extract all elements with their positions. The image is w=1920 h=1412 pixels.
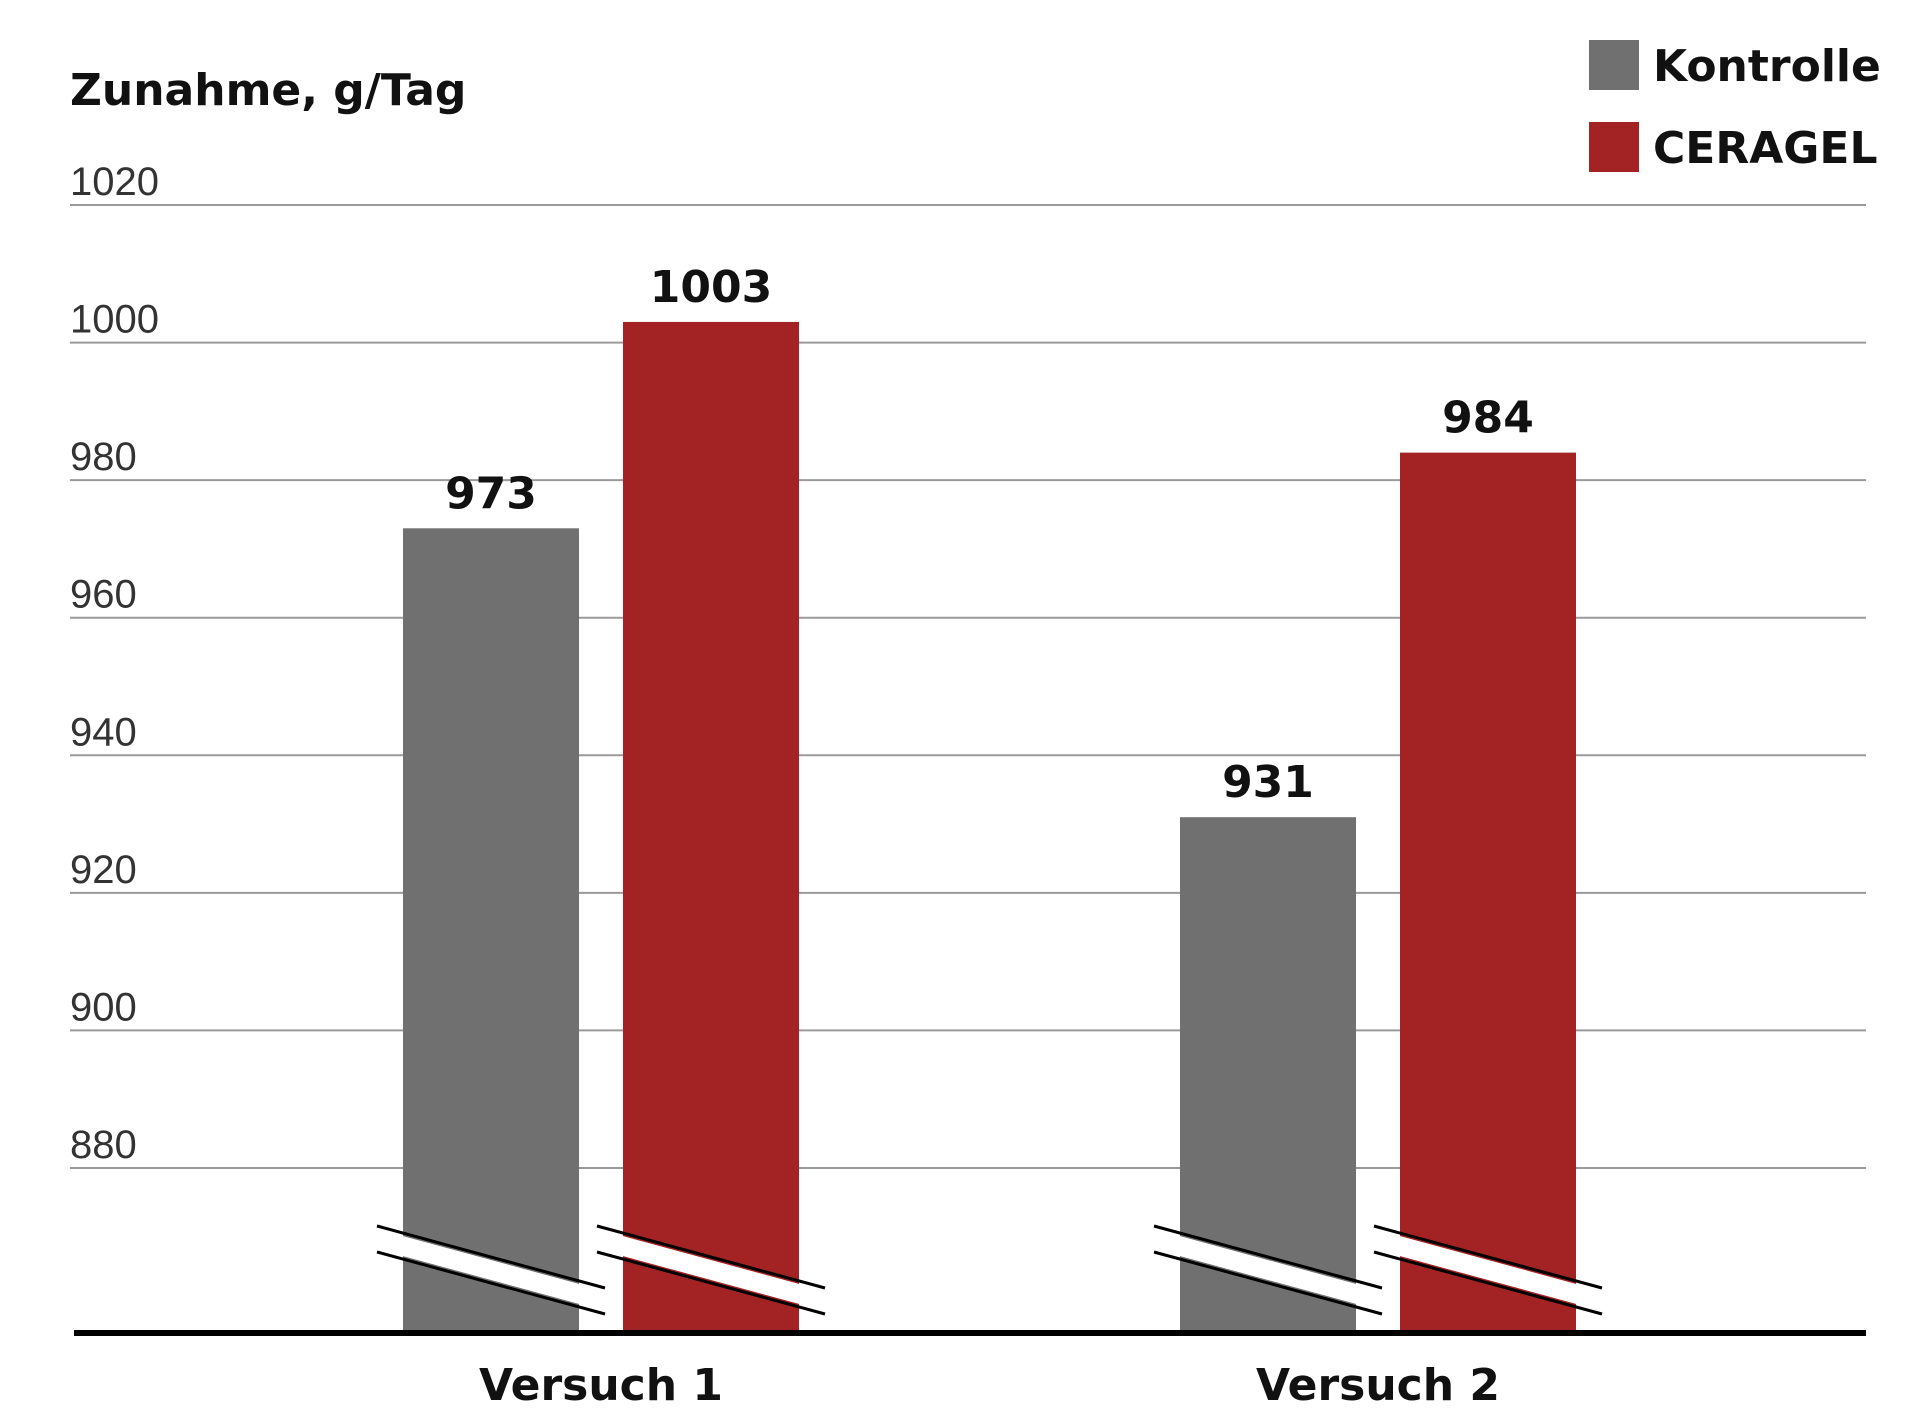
y-tick-label: 1020 [70, 160, 159, 204]
y-tick-labels: 1020 1000 980 960 940 920 900 880 [70, 160, 159, 1167]
y-tick-label: 880 [70, 1123, 137, 1167]
legend-swatch [1589, 122, 1639, 172]
category-label: Versuch 2 [1256, 1360, 1500, 1411]
axis-break-line [376, 1250, 606, 1316]
axis-break-line [1153, 1250, 1383, 1316]
value-label: 1003 [650, 262, 772, 313]
axis-break-line [1373, 1224, 1603, 1290]
axis-break-line [1373, 1250, 1603, 1316]
axis-break-gap [597, 1229, 825, 1311]
bar-kontrolle-1 [403, 528, 579, 1333]
y-axis-label: Zunahme, g/Tag [70, 65, 466, 116]
axis-break-line [596, 1250, 826, 1316]
legend-label: Kontrolle [1653, 41, 1881, 92]
axis-break-marks [376, 1224, 1603, 1316]
y-tick-label: 900 [70, 985, 137, 1029]
bars [403, 321, 1576, 1334]
legend-swatch [1589, 40, 1639, 90]
grid-lines [70, 204, 1866, 1169]
axis-break-gap [1374, 1229, 1602, 1311]
legend: Kontrolle CERAGEL [1589, 40, 1881, 174]
value-label: 931 [1222, 757, 1314, 808]
axis-break-gap [1154, 1229, 1382, 1311]
y-tick-label: 1000 [70, 298, 159, 342]
category-label: Versuch 1 [479, 1360, 723, 1411]
axis-break-line [596, 1224, 826, 1290]
axis-break-line [1153, 1224, 1383, 1290]
y-tick-label: 960 [70, 573, 137, 617]
bar-ceragel-1 [623, 321, 799, 1334]
axis-break-line [376, 1224, 606, 1290]
category-labels: Versuch 1 Versuch 2 [479, 1360, 1500, 1411]
value-label: 984 [1442, 393, 1534, 444]
y-tick-label: 920 [70, 848, 137, 892]
y-tick-label: 940 [70, 710, 137, 754]
bar-ceragel-2 [1400, 452, 1576, 1334]
y-tick-label: 980 [70, 435, 137, 479]
axis-break-gap [377, 1229, 605, 1311]
value-label: 973 [445, 468, 537, 519]
value-labels: 973 1003 931 984 [445, 262, 1534, 808]
legend-label: CERAGEL [1653, 123, 1878, 174]
